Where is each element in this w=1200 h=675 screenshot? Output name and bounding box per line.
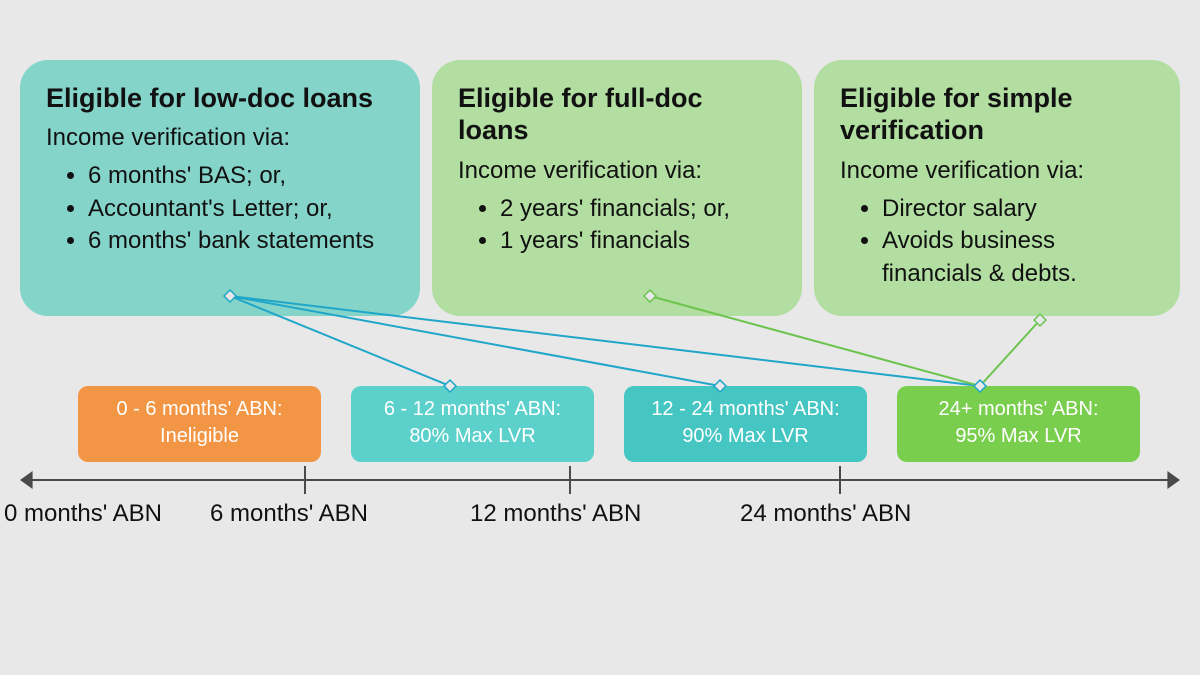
- card-subtitle: Income verification via:: [46, 124, 394, 152]
- card-subtitle: Income verification via:: [840, 157, 1154, 185]
- box-line2: 95% Max LVR: [905, 423, 1132, 450]
- axis-tick-label: 6 months' ABN: [210, 500, 368, 528]
- card-items: Director salary Avoids business financia…: [840, 193, 1154, 290]
- card-simple-verification: Eligible for simple verification Income …: [814, 60, 1180, 316]
- box-line1: 0 - 6 months' ABN:: [86, 396, 313, 423]
- card-items: 6 months' BAS; or, Accountant's Letter; …: [46, 160, 394, 257]
- card-title: Eligible for full-doc loans: [458, 82, 776, 147]
- box-line2: 90% Max LVR: [632, 423, 859, 450]
- box-line2: Ineligible: [86, 423, 313, 450]
- axis-tick-label: 24 months' ABN: [740, 500, 911, 528]
- timeline-box-0-6: 0 - 6 months' ABN: Ineligible: [78, 386, 321, 462]
- axis-tick-label: 12 months' ABN: [470, 500, 641, 528]
- card-full-doc: Eligible for full-doc loans Income verif…: [432, 60, 802, 316]
- card-item: 6 months' bank statements: [88, 225, 394, 257]
- timeline-box-6-12: 6 - 12 months' ABN: 80% Max LVR: [351, 386, 594, 462]
- card-low-doc: Eligible for low-doc loans Income verifi…: [20, 60, 420, 316]
- card-subtitle: Income verification via:: [458, 157, 776, 185]
- box-line2: 80% Max LVR: [359, 423, 586, 450]
- card-item: 1 years' financials: [500, 225, 776, 257]
- card-item: 2 years' financials; or,: [500, 193, 776, 225]
- timeline-box-12-24: 12 - 24 months' ABN: 90% Max LVR: [624, 386, 867, 462]
- box-line1: 24+ months' ABN:: [905, 396, 1132, 423]
- timeline-box-24-plus: 24+ months' ABN: 95% Max LVR: [897, 386, 1140, 462]
- card-item: 6 months' BAS; or,: [88, 160, 394, 192]
- card-items: 2 years' financials; or, 1 years' financ…: [458, 193, 776, 258]
- card-title: Eligible for simple verification: [840, 82, 1154, 147]
- card-title: Eligible for low-doc loans: [46, 82, 394, 114]
- axis-start-label: 0 months' ABN: [4, 500, 162, 528]
- card-item: Director salary: [882, 193, 1154, 225]
- card-item: Accountant's Letter; or,: [88, 193, 394, 225]
- eligibility-cards: Eligible for low-doc loans Income verifi…: [20, 60, 1180, 316]
- timeline-boxes: 0 - 6 months' ABN: Ineligible 6 - 12 mon…: [78, 386, 1140, 462]
- card-item: Avoids business financials & debts.: [882, 225, 1154, 290]
- box-line1: 12 - 24 months' ABN:: [632, 396, 859, 423]
- box-line1: 6 - 12 months' ABN:: [359, 396, 586, 423]
